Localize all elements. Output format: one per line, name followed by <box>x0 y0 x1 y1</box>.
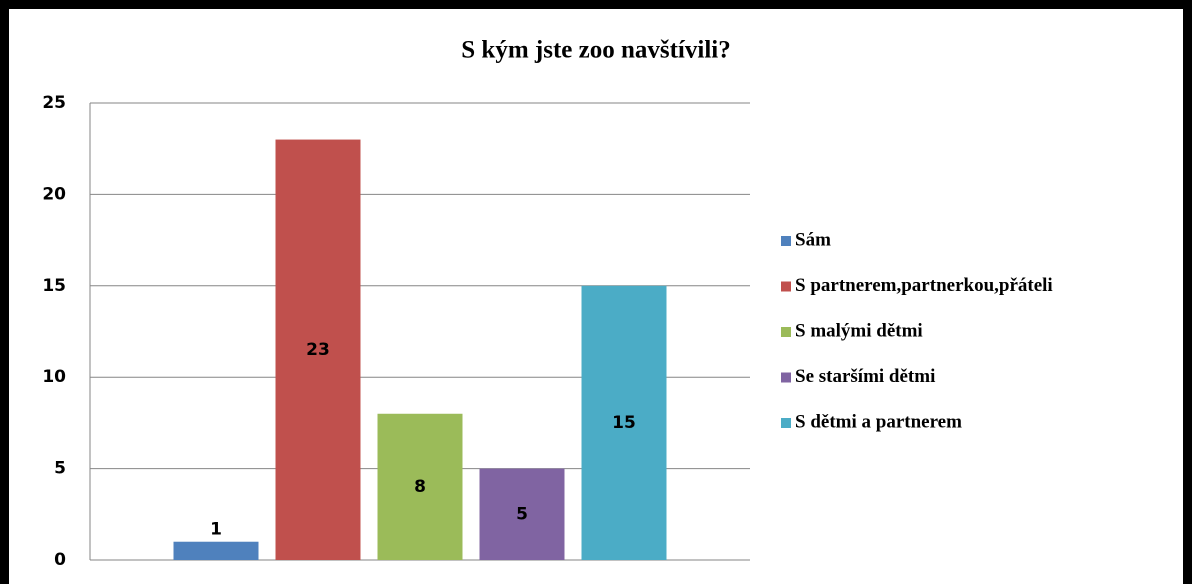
y-tick-label: 5 <box>54 459 66 479</box>
legend-label: S malými dětmi <box>795 320 923 341</box>
y-tick-label: 20 <box>42 184 66 204</box>
bar <box>275 139 361 560</box>
chart-title: S kým jste zoo navštívili? <box>461 37 730 64</box>
legend-swatch <box>781 327 791 337</box>
data-label: 1 <box>210 520 222 540</box>
y-tick-label: 10 <box>42 367 66 387</box>
bar <box>173 541 259 560</box>
legend-swatch <box>781 281 791 292</box>
bar <box>479 468 565 560</box>
data-label: 5 <box>516 504 528 524</box>
bar <box>581 285 667 560</box>
data-label: 15 <box>612 413 636 433</box>
y-tick-label: 0 <box>54 550 66 570</box>
data-label: 23 <box>306 340 330 360</box>
legend-label: S partnerem,partnerkou,přáteli <box>795 275 1053 296</box>
legend-swatch <box>781 418 791 428</box>
legend-swatch <box>781 372 791 383</box>
y-tick-label: 15 <box>42 276 66 296</box>
legend-label: S dětmi a partnerem <box>795 411 962 432</box>
legend-label: Se staršími dětmi <box>795 366 935 387</box>
bar <box>377 413 463 560</box>
legend-swatch <box>781 236 791 246</box>
data-label: 8 <box>414 477 426 497</box>
y-tick-label: 25 <box>42 93 66 113</box>
legend-label: Sám <box>795 229 831 250</box>
